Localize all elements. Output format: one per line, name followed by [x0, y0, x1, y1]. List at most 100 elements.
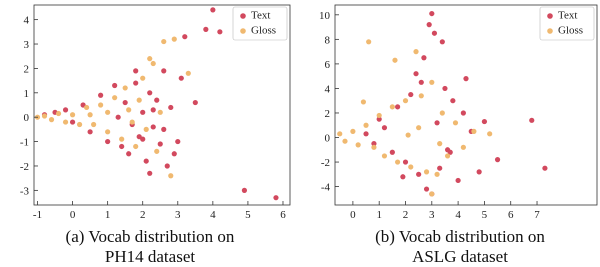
legend-marker — [240, 13, 246, 19]
point — [150, 107, 156, 113]
point — [171, 36, 177, 42]
point — [210, 7, 216, 13]
x-tick-label: 1 — [376, 209, 382, 221]
x-tick-label: 4 — [210, 209, 216, 221]
point — [439, 110, 445, 116]
x-tick-label: 5 — [245, 209, 251, 221]
point — [140, 109, 146, 115]
caption: ASLG dataset — [412, 247, 508, 262]
point — [143, 158, 149, 164]
x-tick-label: 3 — [429, 209, 435, 221]
point — [168, 104, 174, 111]
point — [460, 144, 466, 150]
point — [371, 141, 377, 147]
point — [115, 114, 121, 120]
x-tick-label: 2 — [140, 209, 146, 221]
x-tick-label: 3 — [175, 209, 181, 221]
point — [439, 39, 445, 45]
point — [381, 153, 388, 159]
legend-label: Text — [251, 10, 270, 22]
point — [133, 80, 139, 86]
point — [476, 169, 482, 175]
point — [405, 132, 411, 138]
legend-marker — [240, 28, 246, 34]
subplot: 0 1 2 3 4 5 6 7 -4 -2 0 2 4 6 8 10 Text Gloss (b) Vocab di… — [319, 4, 598, 266]
y-tick-label: -4 — [321, 182, 331, 194]
point — [203, 26, 209, 32]
point — [161, 126, 167, 132]
point — [355, 142, 361, 148]
point — [185, 70, 191, 76]
point — [429, 10, 435, 17]
y-tick-label: -1 — [20, 137, 29, 149]
point — [126, 107, 132, 113]
y-tick-label: 3 — [24, 39, 30, 51]
plot-frame — [33, 4, 291, 206]
x-tick-label: 6 — [508, 209, 514, 221]
point — [371, 144, 377, 150]
point — [122, 99, 128, 106]
point — [402, 98, 409, 104]
point — [182, 34, 188, 40]
point — [91, 121, 97, 128]
y-tick-label: 1 — [24, 88, 30, 100]
point — [136, 97, 142, 103]
y-tick-label: -3 — [20, 185, 30, 197]
point — [447, 149, 453, 155]
point — [423, 169, 430, 175]
point — [437, 141, 443, 147]
point — [48, 117, 55, 123]
x-tick-label: 5 — [482, 209, 488, 221]
point — [471, 128, 477, 134]
point — [452, 120, 459, 126]
point — [112, 82, 118, 89]
point — [363, 131, 369, 137]
point — [460, 110, 466, 116]
point — [217, 29, 223, 35]
point — [494, 157, 501, 163]
legend-box — [232, 6, 288, 41]
caption: (b) Vocab distribution on — [375, 227, 545, 246]
point — [350, 128, 356, 134]
point — [157, 141, 163, 147]
point — [98, 102, 104, 108]
point — [171, 151, 177, 157]
x-tick-label: 2 — [403, 209, 409, 221]
point — [62, 107, 69, 113]
point — [126, 151, 132, 157]
point — [426, 22, 432, 28]
plot-frame — [334, 4, 598, 206]
point — [413, 71, 419, 77]
point — [161, 38, 167, 45]
point — [395, 159, 401, 165]
y-tick-label: 4 — [325, 83, 331, 95]
caption: PH14 dataset — [105, 247, 195, 262]
point — [147, 170, 153, 176]
point — [408, 91, 414, 98]
point — [529, 117, 535, 123]
point — [119, 143, 125, 150]
point — [41, 113, 48, 119]
point — [400, 174, 406, 180]
point — [147, 56, 153, 62]
x-tick-label: 1 — [105, 209, 111, 221]
point — [62, 119, 69, 125]
point — [376, 112, 382, 119]
point — [133, 143, 139, 150]
point — [376, 116, 382, 122]
y-tick-label: -2 — [20, 161, 29, 173]
point — [178, 75, 184, 81]
point — [392, 57, 398, 63]
point — [442, 85, 448, 92]
point — [418, 79, 424, 85]
point — [487, 131, 493, 137]
point — [150, 124, 156, 130]
point — [154, 97, 160, 103]
point — [161, 68, 167, 74]
point — [416, 125, 422, 131]
point — [55, 110, 62, 117]
point — [143, 126, 149, 132]
y-tick-label: 0 — [24, 112, 30, 124]
